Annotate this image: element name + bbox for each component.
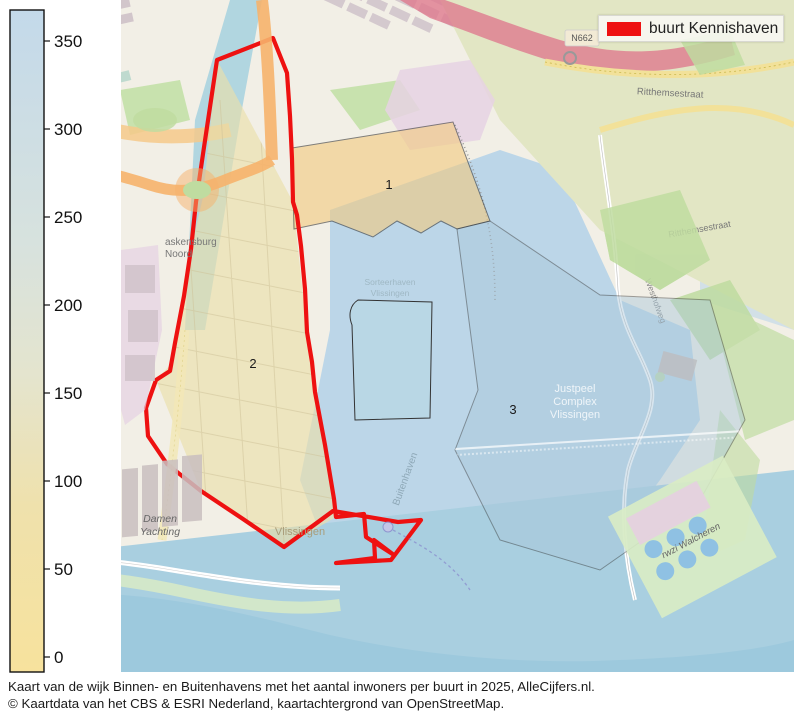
svg-text:Complex: Complex <box>553 396 597 408</box>
svg-text:250: 250 <box>54 208 82 227</box>
svg-text:350: 350 <box>54 32 82 51</box>
svg-text:300: 300 <box>54 120 82 139</box>
svg-text:Vlissingen: Vlissingen <box>371 288 410 298</box>
svg-text:Justpeel: Justpeel <box>555 383 596 395</box>
svg-text:Yachting: Yachting <box>140 526 180 538</box>
svg-text:askensburg: askensburg <box>165 237 217 248</box>
svg-text:1: 1 <box>385 177 392 192</box>
svg-text:0: 0 <box>54 648 63 667</box>
svg-text:Sorteerhaven: Sorteerhaven <box>364 277 415 287</box>
svg-text:N662: N662 <box>571 33 593 43</box>
svg-text:Vlissingen: Vlissingen <box>550 409 600 421</box>
svg-text:3: 3 <box>509 402 516 417</box>
svg-text:2: 2 <box>249 356 256 371</box>
svg-text:Noord: Noord <box>165 249 192 260</box>
svg-text:200: 200 <box>54 296 82 315</box>
svg-text:Vlissingen: Vlissingen <box>275 526 325 538</box>
svg-text:100: 100 <box>54 472 82 491</box>
svg-text:Damen: Damen <box>143 513 177 525</box>
svg-text:150: 150 <box>54 384 82 403</box>
svg-text:50: 50 <box>54 560 73 579</box>
